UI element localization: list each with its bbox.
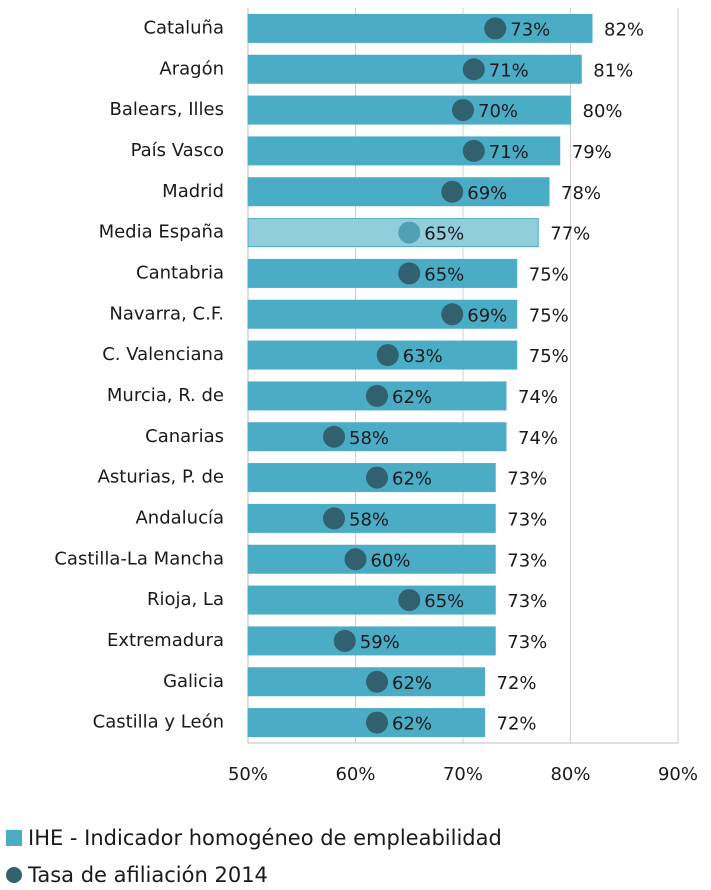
y-tick-label: Andalucía xyxy=(135,507,224,528)
dot-value-label: 73% xyxy=(510,19,550,40)
dot xyxy=(366,384,388,407)
bar-value-label: 75% xyxy=(529,305,569,326)
dot-value-label: 62% xyxy=(392,714,432,735)
dot-value-label: 69% xyxy=(467,305,507,326)
y-tick-label: Castilla-La Mancha xyxy=(54,548,224,569)
bar xyxy=(247,299,518,329)
legend-marker xyxy=(6,830,22,846)
legend-label: IHE - Indicador homogéneo de empleabilid… xyxy=(28,826,502,850)
dot-value-label: 62% xyxy=(392,469,432,490)
dot xyxy=(366,466,388,489)
dot xyxy=(323,425,345,448)
dot-value-label: 59% xyxy=(360,632,400,653)
dot xyxy=(366,711,388,734)
y-tick-label: Canarias xyxy=(145,426,224,447)
y-tick-label: Cataluña xyxy=(143,17,224,38)
y-tick-label: Extremadura xyxy=(107,630,224,651)
dot xyxy=(333,629,356,652)
dot-value-label: 60% xyxy=(371,550,411,571)
bar xyxy=(247,258,518,288)
legend-label: Tasa de afiliación 2014 xyxy=(27,863,268,887)
dot xyxy=(462,58,485,81)
y-tick-label: Murcia, R. de xyxy=(107,385,224,406)
dot-value-label: 70% xyxy=(478,101,518,122)
dot xyxy=(484,17,507,40)
x-tick-label: 60% xyxy=(335,764,375,785)
x-tick-label: 90% xyxy=(658,764,698,785)
dot-value-label: 62% xyxy=(392,673,432,694)
y-tick-label: Aragón xyxy=(159,58,224,79)
legend: IHE - Indicador homogéneo de empleabilid… xyxy=(6,826,502,887)
y-tick-label: C. Valenciana xyxy=(102,344,224,365)
dot xyxy=(398,221,421,244)
bar-value-label: 77% xyxy=(550,224,590,245)
bar-value-label: 73% xyxy=(507,550,547,571)
bar-value-label: 72% xyxy=(497,673,537,694)
dot-value-label: 65% xyxy=(424,264,464,285)
y-tick-label: Balears, Illes xyxy=(110,99,224,120)
bar-value-label: 72% xyxy=(497,714,537,735)
bar-value-label: 75% xyxy=(529,346,569,367)
dot-value-label: 58% xyxy=(349,509,389,530)
bar-value-label: 73% xyxy=(507,469,547,490)
bar-value-label: 73% xyxy=(507,591,547,612)
dot-value-label: 71% xyxy=(489,142,529,163)
dot-value-label: 71% xyxy=(489,60,529,81)
dot xyxy=(441,303,464,326)
dot xyxy=(462,139,485,162)
bar xyxy=(247,218,539,248)
dot xyxy=(323,507,345,530)
bar-value-label: 75% xyxy=(529,264,569,285)
dot-value-label: 69% xyxy=(467,183,507,204)
y-tick-label: Media España xyxy=(99,222,224,243)
dot xyxy=(398,262,421,285)
bar-value-label: 73% xyxy=(507,632,547,653)
legend-marker xyxy=(6,867,22,883)
y-tick-label: Asturias, P. de xyxy=(98,467,224,488)
y-tick-label: Navarra, C.F. xyxy=(109,303,224,324)
bar xyxy=(247,136,561,166)
y-tick-label: Castilla y León xyxy=(93,712,224,733)
bar xyxy=(247,585,496,615)
y-tick-label: Galicia xyxy=(163,671,224,692)
x-tick-label: 80% xyxy=(550,764,590,785)
bar-value-label: 74% xyxy=(518,428,558,449)
dot-value-label: 58% xyxy=(349,428,389,449)
bar xyxy=(247,54,582,84)
dot xyxy=(366,670,388,693)
bar xyxy=(247,177,550,207)
dot-value-label: 65% xyxy=(424,224,464,245)
bar xyxy=(247,503,496,533)
bar xyxy=(247,422,507,452)
dot xyxy=(398,589,421,612)
y-tick-label: Cantabria xyxy=(136,262,224,283)
y-tick-label: Rioja, La xyxy=(147,589,224,610)
bar-value-label: 80% xyxy=(583,101,623,122)
dot-value-label: 62% xyxy=(392,387,432,408)
dot-value-label: 63% xyxy=(403,346,443,367)
x-tick-label: 70% xyxy=(443,764,483,785)
dot xyxy=(376,344,399,367)
dot xyxy=(452,99,474,122)
bar-value-label: 81% xyxy=(593,60,633,81)
y-tick-label: País Vasco xyxy=(131,140,224,161)
bar-value-label: 78% xyxy=(561,183,601,204)
x-tick-label: 50% xyxy=(228,764,268,785)
bar-value-label: 79% xyxy=(572,142,612,163)
bar-value-label: 82% xyxy=(604,19,644,40)
bar xyxy=(247,95,571,125)
dot xyxy=(344,548,367,571)
bar-value-label: 74% xyxy=(518,387,558,408)
bar-value-label: 73% xyxy=(507,509,547,530)
y-tick-label: Madrid xyxy=(162,181,224,202)
bar xyxy=(247,13,593,43)
bar xyxy=(247,626,496,656)
bar xyxy=(247,544,496,574)
dot xyxy=(441,180,464,203)
dot-value-label: 65% xyxy=(424,591,464,612)
